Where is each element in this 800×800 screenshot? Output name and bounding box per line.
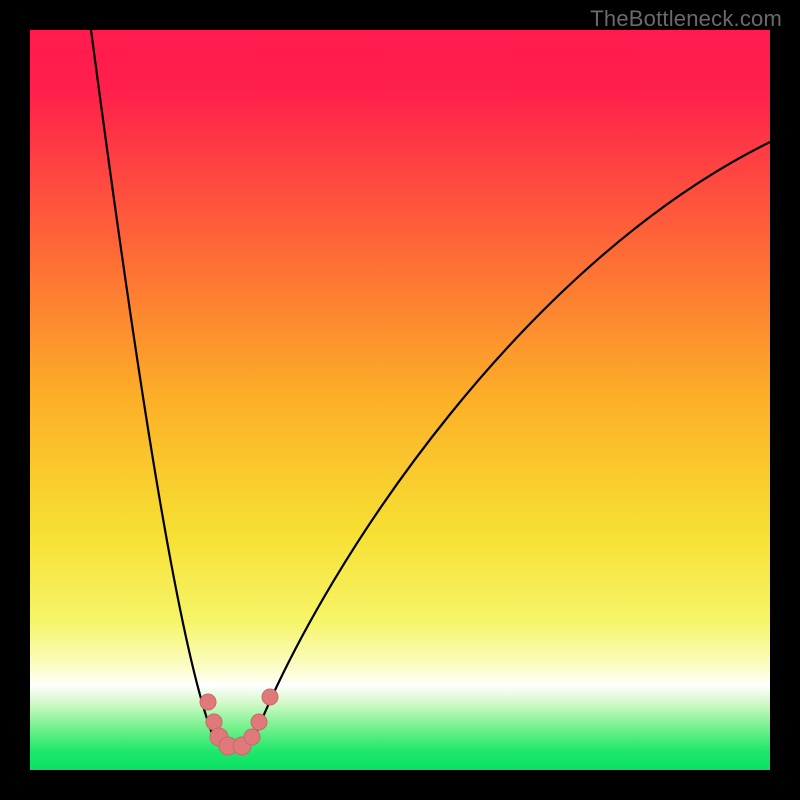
gradient-background: [30, 30, 770, 770]
dip-marker: [200, 694, 216, 710]
chart-frame: TheBottleneck.com: [0, 0, 800, 800]
dip-marker: [251, 714, 267, 730]
bottleneck-chart: [30, 30, 770, 770]
watermark-text: TheBottleneck.com: [590, 6, 782, 32]
dip-marker: [244, 729, 260, 745]
dip-marker: [262, 689, 278, 705]
